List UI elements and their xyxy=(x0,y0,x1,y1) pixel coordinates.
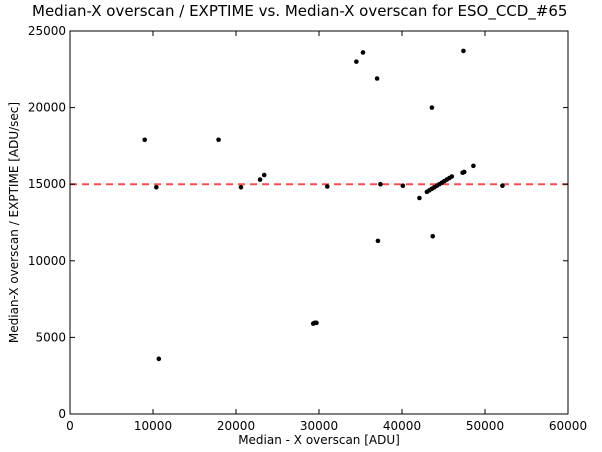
data-point xyxy=(375,238,381,244)
data-point xyxy=(156,356,162,362)
data-point xyxy=(500,183,505,189)
data-point xyxy=(238,184,244,190)
data-point xyxy=(154,184,159,190)
x-tick-label: 20000 xyxy=(217,419,255,433)
x-tick-label: 50000 xyxy=(466,419,504,433)
x-axis-label: Median - X overscan [ADU] xyxy=(238,433,400,447)
x-tick-label: 30000 xyxy=(300,419,338,433)
y-tick-label: 20000 xyxy=(28,101,66,115)
x-tick-label: 0 xyxy=(66,419,74,433)
data-point xyxy=(429,105,435,110)
data-point xyxy=(360,50,366,55)
x-tick-label: 40000 xyxy=(383,419,421,433)
data-point xyxy=(257,177,263,182)
data-point xyxy=(261,172,267,178)
data-point xyxy=(374,76,380,81)
data-point xyxy=(417,195,422,201)
x-tick-label: 60000 xyxy=(549,419,587,433)
data-point xyxy=(449,174,455,179)
axes-frame xyxy=(69,30,569,415)
data-point xyxy=(378,181,383,187)
data-point xyxy=(400,183,406,189)
y-tick-label: 0 xyxy=(58,407,66,421)
y-tick-label: 10000 xyxy=(28,254,66,268)
data-point xyxy=(325,184,330,189)
y-axis-label: Median-X overscan / EXPTIME [ADU/sec] xyxy=(7,102,21,343)
y-tick-label: 25000 xyxy=(28,24,66,38)
y-tick-label: 5000 xyxy=(35,330,66,344)
data-point xyxy=(314,320,319,326)
y-tick-label: 15000 xyxy=(28,177,66,191)
chart-title: Median-X overscan / EXPTIME vs. Median-X… xyxy=(32,2,568,20)
data-point xyxy=(354,59,359,64)
data-point xyxy=(461,48,466,54)
plot-area: 0 10000 20000 30000 40000 50000 60000 0 5000 1000… xyxy=(7,24,587,447)
x-tick-label: 10000 xyxy=(134,419,172,433)
data-point xyxy=(430,233,436,239)
data-point xyxy=(142,137,147,143)
data-point xyxy=(216,137,221,143)
data-point xyxy=(461,169,467,175)
data-point xyxy=(471,163,476,169)
